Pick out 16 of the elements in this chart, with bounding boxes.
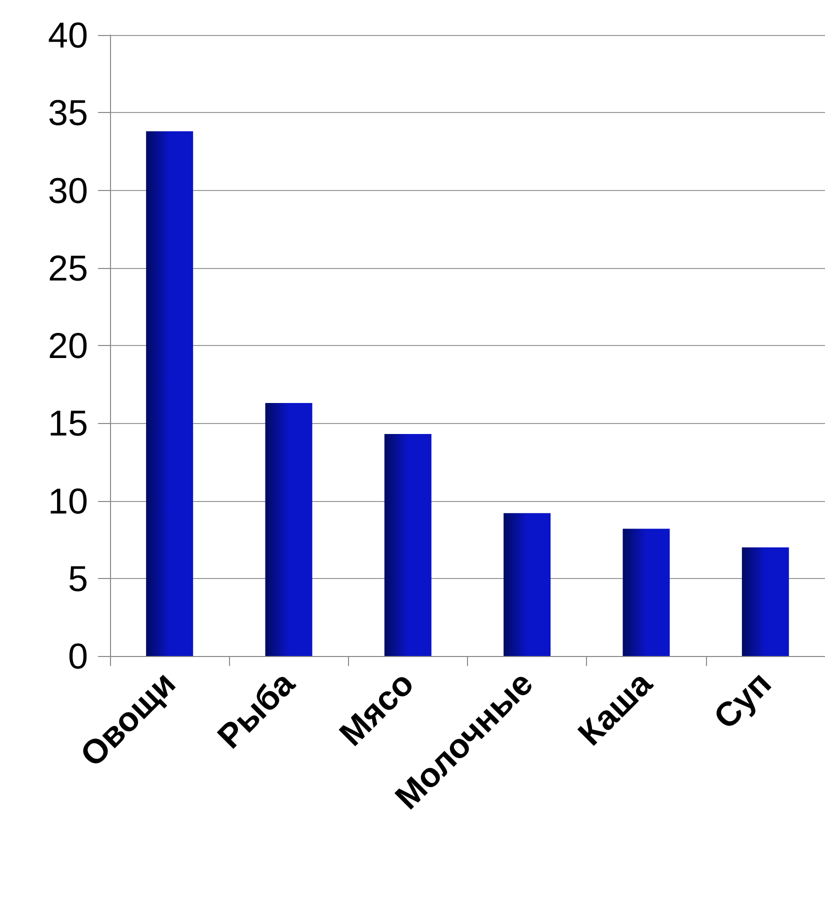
bar (265, 402, 312, 656)
y-tick-label: 15 (48, 402, 88, 444)
bar (384, 434, 432, 656)
y-tick-label: 0 (68, 636, 88, 676)
y-tick-label: 5 (68, 558, 88, 599)
bar (742, 547, 789, 656)
bar (504, 513, 551, 656)
y-tick-label: 25 (48, 247, 88, 288)
bar (146, 131, 194, 656)
y-tick-label: 20 (48, 325, 88, 366)
y-tick-label: 40 (48, 14, 88, 56)
y-tick-label: 30 (48, 170, 88, 211)
x-tick-label: Суп (706, 664, 779, 737)
y-tick-label: 35 (48, 92, 88, 134)
bar (622, 528, 670, 656)
y-tick-label: 10 (48, 480, 88, 522)
